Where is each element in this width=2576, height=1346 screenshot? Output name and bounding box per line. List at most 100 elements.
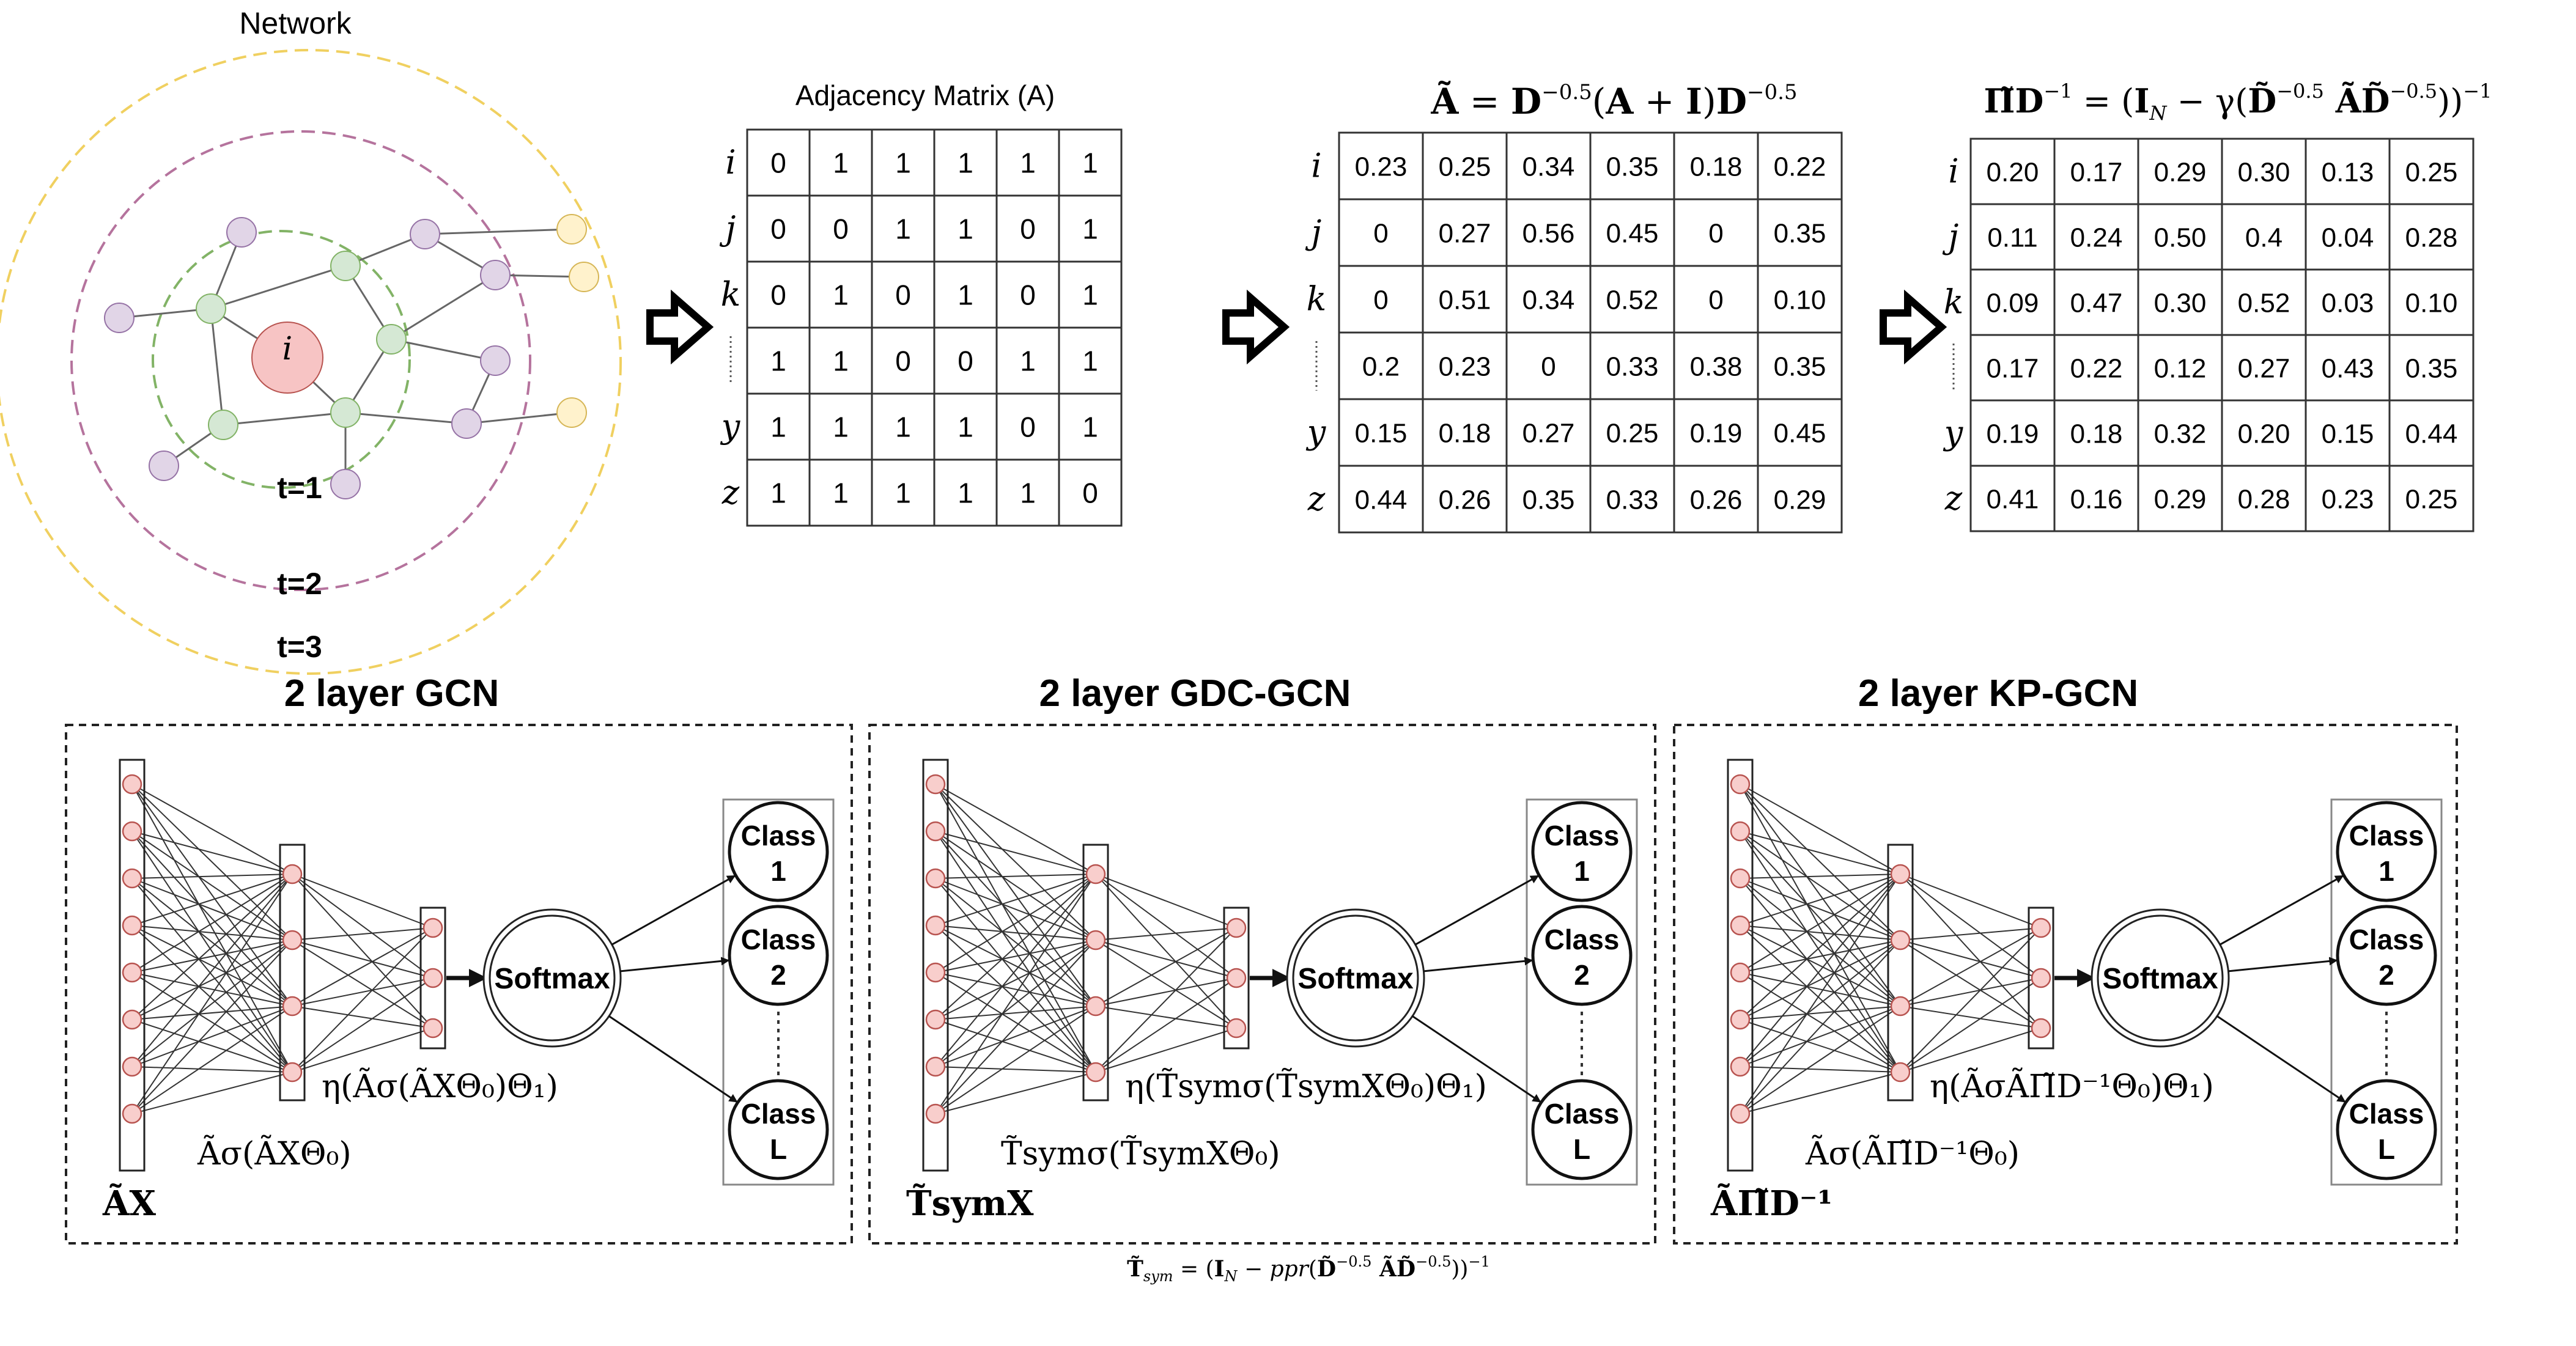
matrix-cell: 0.15 bbox=[1355, 418, 1408, 448]
connection-line bbox=[292, 977, 434, 1007]
connection-line bbox=[292, 873, 434, 1029]
input-formula: ÃX bbox=[102, 1183, 156, 1224]
connection-line bbox=[131, 972, 293, 1073]
matrix-cell: 0.35 bbox=[1606, 152, 1659, 182]
matrix-cell: 0.25 bbox=[2405, 157, 2458, 187]
class-node bbox=[728, 905, 829, 1006]
neuron bbox=[423, 1018, 443, 1039]
neuron bbox=[282, 1062, 303, 1083]
output-layer-box bbox=[1223, 907, 1250, 1050]
neuron bbox=[1085, 996, 1106, 1017]
normalized-matrix: Ã = D−0.5(A + I)D−0.5 0.23 0.25 0.34 0.35 0.… bbox=[1305, 80, 1843, 534]
matrix-cell: 0.35 bbox=[1774, 351, 1826, 381]
connection-line bbox=[1900, 1028, 2042, 1073]
neuron bbox=[122, 1009, 142, 1030]
connection-line bbox=[1740, 873, 1901, 1067]
connection-line bbox=[1740, 784, 1901, 875]
connections bbox=[935, 784, 1237, 1114]
matrix-cell: 1 bbox=[895, 147, 911, 179]
connection-line bbox=[131, 1006, 293, 1067]
kp-grid: 0.20 0.17 0.29 0.30 0.13 0.25 i 0.11 0.24 0.50 0.4… bbox=[1943, 138, 2475, 532]
connection-line bbox=[1740, 873, 1901, 973]
network-panel: Network i t=1 t=2 t=3 bbox=[0, 6, 622, 675]
matrix-cell: 0.22 bbox=[2070, 353, 2123, 383]
connection-line bbox=[1900, 977, 2042, 1073]
matrix-cell: 0.12 bbox=[2154, 353, 2207, 383]
neuron bbox=[1730, 868, 1751, 889]
connection-line bbox=[935, 1006, 1096, 1020]
connection-line bbox=[935, 873, 1096, 1020]
network-node bbox=[556, 397, 587, 428]
connection-line bbox=[1740, 1072, 1901, 1114]
matrix-cell: 0.25 bbox=[1439, 152, 1491, 182]
matrix-cell: 0.33 bbox=[1606, 351, 1659, 381]
connection-line bbox=[1095, 940, 1237, 979]
matrix-cell: 1 bbox=[1082, 345, 1098, 377]
connection-line bbox=[1900, 927, 2042, 1073]
connection-line bbox=[292, 940, 434, 979]
connection-line bbox=[131, 925, 293, 1073]
matrix-cell: 0 bbox=[1020, 213, 1036, 245]
connection-line bbox=[935, 831, 1096, 1073]
matrix-cell: 0.23 bbox=[1355, 152, 1408, 182]
connection-line bbox=[1740, 1019, 1901, 1073]
connection-line bbox=[1900, 927, 2042, 941]
matrix-cell: 0.44 bbox=[2405, 419, 2458, 449]
matrix-cell: 0.19 bbox=[1690, 418, 1743, 448]
ring-label-t3: t=3 bbox=[277, 630, 322, 664]
class-label: Class bbox=[741, 1098, 816, 1130]
network-edge bbox=[119, 307, 212, 319]
neuron bbox=[2031, 968, 2051, 988]
matrix-cell: 0.26 bbox=[1690, 485, 1743, 515]
network-node bbox=[149, 451, 179, 481]
matrix-cell: 0.56 bbox=[1522, 218, 1575, 248]
class-label: Class bbox=[2349, 924, 2424, 955]
connection-line bbox=[935, 972, 1096, 1073]
row-label: k bbox=[1944, 283, 1964, 322]
softmax-inner bbox=[2097, 914, 2224, 1042]
neuron bbox=[1085, 864, 1106, 884]
class-index: 2 bbox=[770, 959, 786, 991]
matrix-cell: 0.20 bbox=[2238, 419, 2290, 449]
connection-line bbox=[1740, 972, 1901, 1007]
connection-line bbox=[131, 1006, 293, 1020]
neuron bbox=[282, 930, 303, 951]
class-label: Class bbox=[741, 924, 816, 955]
network-edge bbox=[466, 411, 572, 425]
panel-border bbox=[65, 724, 853, 1245]
connection-line bbox=[1095, 927, 1237, 941]
connection-line bbox=[1740, 831, 1901, 941]
matrix-cell: 0.13 bbox=[2322, 157, 2374, 187]
connection-line bbox=[935, 784, 1096, 941]
matrix-cell: 0 bbox=[833, 213, 849, 245]
matrix-cell: 0.23 bbox=[2322, 484, 2374, 514]
connection-line bbox=[131, 878, 293, 1007]
connection-line bbox=[131, 940, 293, 1020]
matrix-cell: 1 bbox=[833, 477, 849, 509]
matrix-cell: 0.52 bbox=[1606, 285, 1659, 315]
connection-line bbox=[935, 925, 1096, 1073]
input-layer-box bbox=[922, 759, 949, 1172]
connection-line bbox=[131, 784, 293, 875]
neuron bbox=[1730, 821, 1751, 842]
matrix-cell: 0 bbox=[1541, 351, 1556, 381]
connection-line bbox=[1900, 940, 2042, 1029]
network-edge bbox=[223, 411, 346, 426]
matrix-cell: 0 bbox=[770, 279, 786, 311]
normalized-title: Ã = D−0.5(A + I)D−0.5 bbox=[1430, 80, 1797, 122]
connection-line bbox=[1740, 1006, 1901, 1067]
row-label: i bbox=[1948, 152, 1958, 191]
kp-matrix: Π̃D−1 = (IN − γ(D̃−0.5 ÃD̃−0.5))−1 0.20 0… bbox=[1943, 79, 2492, 532]
network-title: Network bbox=[239, 6, 352, 40]
output-formula: η(ÃσÃΠ̃D⁻¹Θ₀)Θ₁) bbox=[1930, 1068, 2214, 1105]
neuron bbox=[1730, 962, 1751, 983]
connection-line bbox=[1740, 831, 1901, 1073]
connection-line bbox=[1740, 925, 1901, 1073]
class-node bbox=[728, 1079, 829, 1180]
neuron bbox=[2031, 1018, 2051, 1039]
matrix-cell: 1 bbox=[833, 147, 849, 179]
matrix-cell: 0.35 bbox=[1774, 218, 1826, 248]
matrix-cell: 0.45 bbox=[1774, 418, 1826, 448]
connection-line bbox=[1740, 831, 1901, 875]
connection-line bbox=[935, 784, 1096, 875]
